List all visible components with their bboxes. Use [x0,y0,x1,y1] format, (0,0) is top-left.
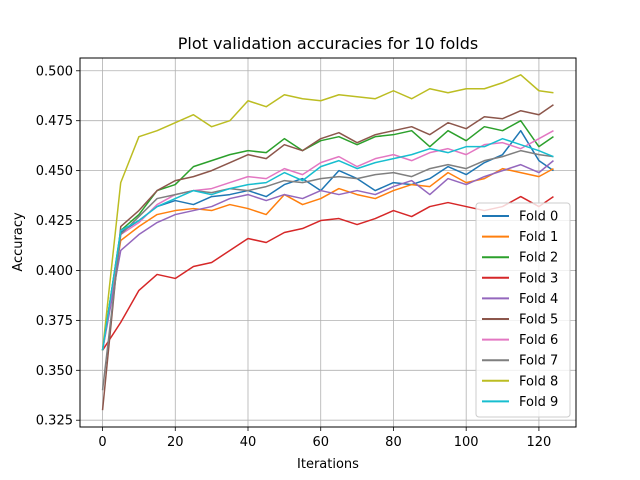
plot-frame [79,57,577,428]
x-tick-label: 60 [312,435,329,450]
y-tick-label: 0.500 [36,64,73,79]
y-tick-label: 0.425 [36,214,73,229]
x-tick-label: 80 [385,435,402,450]
legend-label: Fold 3 [519,271,558,286]
legend-label: Fold 4 [519,292,558,307]
x-tick-label: 0 [98,435,106,450]
y-tick-label: 0.450 [36,164,73,179]
x-axis: 0 20 40 60 80 100 120 [98,427,551,450]
series-line-fold-0 [101,129,554,351]
legend-label: Fold 8 [519,374,558,389]
legend-label: Fold 6 [519,333,558,348]
x-axis-label: Iterations [297,457,359,472]
series-line-fold-2 [101,119,554,351]
series-line-fold-8 [101,74,554,351]
series-line-fold-1 [101,167,554,351]
y-tick-label: 0.400 [36,264,73,279]
series-line-fold-9 [101,137,554,351]
legend-label: Fold 5 [519,313,558,328]
y-tick-label: 0.375 [36,314,73,329]
series-line-fold-4 [101,160,554,351]
y-tick-label: 0.475 [36,114,73,129]
legend-label: Fold 1 [519,230,558,245]
series-line-fold-5 [101,104,554,411]
x-tick-label: 40 [240,435,257,450]
y-axis: 0.325 0.350 0.375 0.400 0.425 0.450 0.475 0.500 [36,64,80,429]
chart-title: Plot validation accuracies for 10 folds [178,34,478,53]
y-tick-label: 0.350 [36,364,73,379]
legend: Fold 0 Fold 1 Fold 2 Fold 3 Fold 4 Fold 5 Fold… [475,202,571,418]
y-tick-label: 0.325 [36,414,73,429]
y-axis-label: Accuracy [11,212,26,272]
legend-label: Fold 2 [519,251,558,266]
x-tick-label: 120 [526,435,551,450]
legend-label: Fold 0 [519,210,558,225]
x-tick-label: 20 [167,435,184,450]
legend-label: Fold 9 [519,395,558,410]
legend-label: Fold 7 [519,354,558,369]
x-tick-label: 100 [454,435,479,450]
series-line-fold-7 [101,149,554,391]
